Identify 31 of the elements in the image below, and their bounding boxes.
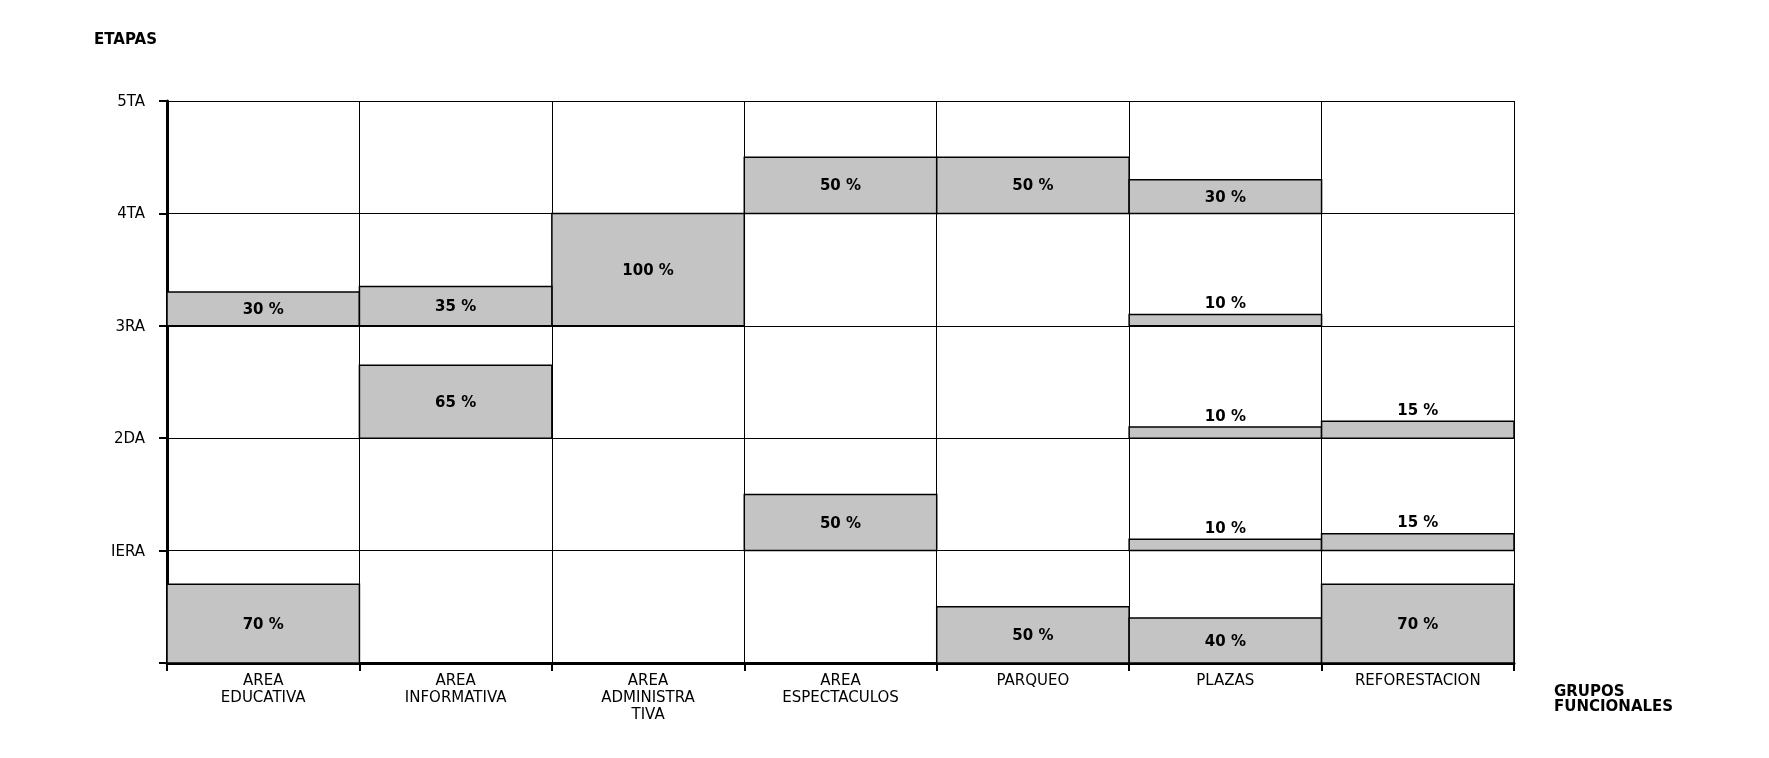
y-tick-label: 3RA bbox=[115, 316, 146, 335]
y-tick-label: 2DA bbox=[113, 429, 146, 448]
x-axis-title: GRUPOS FUNCIONALES bbox=[1554, 681, 1674, 715]
data-label: 35 % bbox=[435, 297, 477, 316]
x-tick-label: AREA ESPECTACULOS bbox=[782, 670, 899, 706]
data-label: 40 % bbox=[1204, 631, 1246, 650]
data-label: 10 % bbox=[1204, 406, 1246, 425]
x-tick-label: PLAZAS bbox=[1196, 670, 1255, 689]
data-label: 70 % bbox=[242, 614, 284, 633]
data-label: 50 % bbox=[1012, 176, 1054, 195]
data-label: 100 % bbox=[622, 260, 674, 279]
x-tick-label: AREA INFORMATIVA bbox=[404, 670, 508, 706]
data-label: 50 % bbox=[819, 513, 862, 532]
x-tick-label: PARQUEO bbox=[996, 670, 1070, 689]
data-label: 15 % bbox=[1397, 401, 1439, 420]
y-tick-label: 4TA bbox=[117, 204, 146, 223]
y-axis-title: ETAPAS bbox=[94, 29, 157, 48]
y-tick-label: IERA bbox=[111, 541, 146, 560]
data-label: 10 % bbox=[1204, 519, 1246, 538]
data-label: 65 % bbox=[435, 392, 477, 411]
x-tick-label: AREA EDUCATIVA bbox=[220, 670, 307, 706]
data-label: 30 % bbox=[1204, 187, 1246, 206]
data-label: 50 % bbox=[819, 176, 862, 195]
y-tick-label: 5TA bbox=[117, 92, 146, 110]
x-tick-label: AREA ADMINISTRA TIVA bbox=[601, 670, 696, 723]
data-label: 70 % bbox=[1397, 614, 1439, 633]
x-tick-label: REFORESTACION bbox=[1354, 670, 1481, 689]
data-label: 50 % bbox=[1012, 625, 1054, 644]
data-label: 10 % bbox=[1204, 294, 1246, 313]
data-label: 30 % bbox=[242, 299, 284, 318]
data-label: 15 % bbox=[1397, 513, 1439, 532]
